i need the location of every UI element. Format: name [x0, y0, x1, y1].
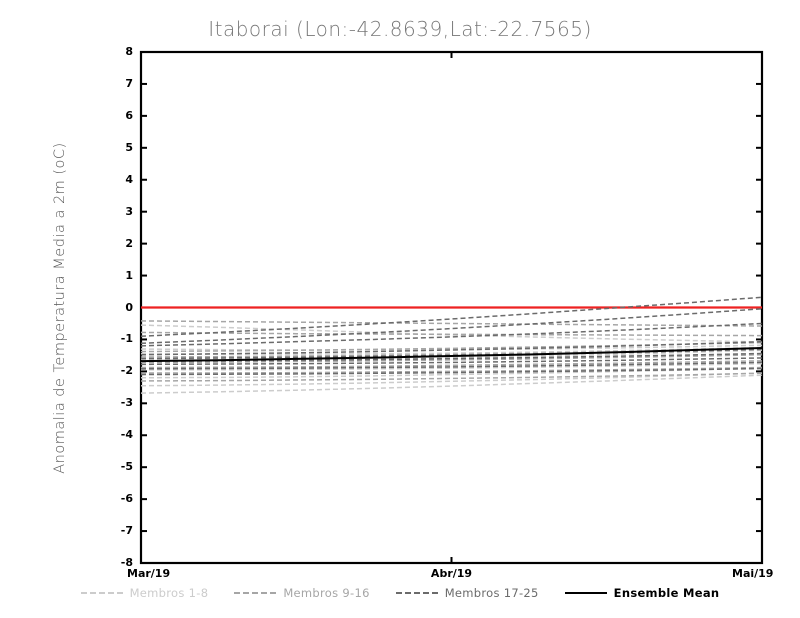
series-line	[140, 361, 763, 370]
series-line	[140, 367, 763, 379]
axis-ticks	[140, 51, 763, 564]
series-line	[140, 340, 763, 356]
y-tick-label: 0	[125, 300, 133, 314]
page-title: Itaborai (Lon:-42.8639,Lat:-22.7565)	[208, 17, 592, 41]
series-line	[140, 320, 763, 327]
legend-entry: Ensemble Mean	[564, 586, 720, 600]
series-line	[140, 331, 763, 337]
y-tick-label: 6	[125, 108, 133, 122]
series-line	[140, 322, 763, 347]
legend-label: Membros 17-25	[444, 586, 539, 600]
x-tick-label: Abr/19	[430, 567, 473, 580]
series-line	[140, 360, 763, 369]
series-line	[140, 308, 763, 345]
y-tick-label: 1	[125, 268, 133, 282]
y-tick-label: 2	[125, 236, 133, 250]
y-tick-label: -1	[120, 332, 133, 346]
series-line	[140, 296, 763, 337]
series-line	[140, 372, 763, 382]
y-tick-label: -4	[120, 428, 133, 442]
series-line	[140, 357, 763, 366]
legend-label: Membros 1-8	[129, 586, 209, 600]
legend-swatch-icon	[395, 592, 438, 594]
legend-swatch-icon	[564, 591, 607, 595]
y-tick-label: -3	[120, 396, 133, 410]
legend-swatch-icon	[234, 592, 277, 594]
data-series-lines	[140, 296, 763, 394]
y-tick-label: -6	[120, 492, 133, 506]
y-tick-label: -5	[120, 460, 133, 474]
y-tick-label: 4	[125, 172, 133, 186]
legend-entry: Membros 1-8	[80, 586, 209, 600]
chart-legend: Membros 1-8 Membros 9-16 Membros 17-25 Ense…	[0, 586, 800, 600]
y-tick-label: -7	[120, 524, 133, 538]
y-tick-label: 5	[125, 140, 133, 154]
y-tick-label: -2	[120, 364, 133, 378]
x-tick-label: Mai/19	[732, 567, 774, 580]
y-tick-label: 8	[125, 45, 133, 58]
legend-entry: Membros 9-16	[234, 586, 369, 600]
y-tick-label: 7	[125, 76, 133, 90]
y-tick-label: -8	[120, 556, 133, 569]
series-line	[140, 374, 763, 394]
series-line	[140, 367, 763, 376]
legend-swatch-icon	[80, 592, 123, 594]
series-line	[141, 366, 763, 374]
legend-label: Membros 9-16	[283, 586, 370, 600]
series-line	[140, 344, 763, 351]
x-tick-label: Mar/19	[127, 567, 171, 580]
y-tick-label: 3	[125, 204, 133, 218]
series-line	[140, 347, 763, 363]
series-line	[141, 362, 763, 371]
legend-label: Ensemble Mean	[613, 586, 720, 600]
legend-entry: Membros 17-25	[395, 586, 539, 600]
